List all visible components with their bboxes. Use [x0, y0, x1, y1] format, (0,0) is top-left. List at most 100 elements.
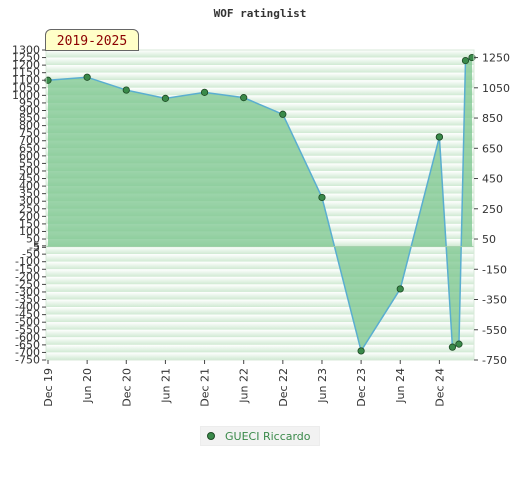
grid-band — [46, 344, 474, 353]
data-point — [240, 94, 248, 102]
y-left-tick-label: -300 — [15, 285, 40, 298]
y-left-tick-label: 1150 — [12, 66, 40, 79]
data-point — [83, 73, 91, 81]
y-left-tick-label: 1300 — [12, 44, 40, 57]
grid-band — [46, 72, 474, 81]
y-right-tick-label: 450 — [482, 173, 503, 186]
grid-band — [46, 314, 474, 323]
legend-marker-icon — [207, 432, 215, 440]
y-right-tick-label: 50 — [482, 233, 496, 246]
x-tick-label: Dec 23 — [355, 368, 368, 407]
y-left-tick-label: 250 — [19, 202, 40, 215]
data-point — [455, 340, 463, 348]
y-left-tick-label: 1250 — [12, 51, 40, 64]
series-area — [48, 57, 472, 351]
grid-band — [46, 299, 474, 308]
data-point — [396, 285, 404, 293]
x-tick-label: Jun 24 — [394, 368, 407, 404]
grid-band — [46, 322, 474, 330]
data-point — [435, 133, 443, 141]
y-left-tick-label: 550 — [19, 157, 40, 170]
x-tick-label: Dec 21 — [199, 368, 212, 407]
data-point — [200, 88, 209, 96]
grid-band — [46, 254, 474, 262]
y-left-tick-label: 1200 — [12, 59, 40, 72]
period-badge: 2019-2025 — [45, 29, 139, 51]
y-left-tick-label: -50 — [22, 248, 40, 261]
grid-band — [46, 50, 474, 58]
grid-band — [46, 95, 474, 103]
y-left-tick-label: -550 — [15, 323, 40, 336]
y-right-tick-label: -550 — [482, 324, 507, 337]
y-left-tick-label: 1000 — [12, 89, 40, 102]
data-point — [448, 343, 457, 351]
y-left-tick-label: 1050 — [12, 81, 40, 94]
x-tick-label: Dec 20 — [120, 368, 133, 407]
x-tick-label: Dec 24 — [433, 368, 446, 407]
grid-band — [46, 65, 474, 73]
period-badge-label: 2019-2025 — [56, 34, 128, 49]
data-point — [461, 56, 470, 65]
plot-border — [45, 49, 475, 361]
data-point — [161, 94, 170, 102]
y-left-tick-label: -600 — [15, 331, 40, 344]
y-left-tick-label: 5 — [33, 239, 40, 252]
x-tick-label: Jun 20 — [81, 368, 94, 404]
y-left-tick-label: 100 — [19, 225, 40, 238]
grid-band — [46, 80, 474, 88]
x-tick-label: Jun 22 — [238, 368, 251, 404]
data-point — [279, 110, 287, 118]
y-left-tick-label: -5 — [29, 241, 40, 254]
grid-band — [46, 284, 474, 292]
y-right-tick-label: 1050 — [482, 82, 510, 95]
y-left-tick-label: 750 — [19, 127, 40, 140]
y-left-tick-label: 1100 — [12, 74, 40, 87]
grid-band — [46, 246, 474, 255]
y-left-tick-label: 600 — [19, 149, 40, 162]
y-right-tick-label: -350 — [482, 294, 507, 307]
y-left-tick-label: 850 — [19, 112, 40, 125]
y-left-tick-label: -200 — [15, 270, 40, 283]
x-tick-label: Jun 23 — [316, 368, 329, 404]
y-left-tick-label: 800 — [19, 119, 40, 132]
data-point — [122, 86, 130, 94]
grid-band — [46, 352, 474, 360]
y-left-tick-label: 400 — [19, 180, 40, 193]
y-left-tick-label: 50 — [26, 233, 40, 246]
legend[interactable]: GUECI Riccardo — [200, 426, 320, 446]
y-right-tick-label: 850 — [482, 112, 503, 125]
y-left-tick-label: -500 — [15, 316, 40, 329]
y-left-tick-label: -150 — [15, 263, 40, 276]
x-tick-label: Jun 21 — [159, 368, 172, 404]
y-left-tick-label: 300 — [19, 195, 40, 208]
y-right-tick-label: -150 — [482, 263, 507, 276]
y-left-tick-label: -750 — [15, 354, 40, 367]
y-left-tick-label: 350 — [19, 187, 40, 200]
y-left-tick-label: -650 — [15, 338, 40, 351]
chart-title: WOF ratinglist — [214, 7, 307, 20]
grid-band — [46, 307, 474, 315]
x-tick-label: Dec 19 — [42, 368, 55, 407]
y-right-tick-label: 1250 — [482, 52, 510, 65]
data-point — [318, 193, 326, 202]
y-left-tick-label: -700 — [15, 346, 40, 359]
y-left-tick-label: 150 — [19, 217, 40, 230]
y-left-tick-label: -350 — [15, 293, 40, 306]
x-tick-label: Dec 22 — [277, 368, 290, 407]
y-left-tick-label: -400 — [15, 301, 40, 314]
y-left-tick-label: 700 — [19, 134, 40, 147]
y-left-tick-label: 900 — [19, 104, 40, 117]
grid-band — [46, 291, 474, 300]
grid-band — [46, 329, 474, 338]
y-left-tick-label: 650 — [19, 142, 40, 155]
y-left-tick-label: -100 — [15, 255, 40, 268]
y-left-tick-label: 950 — [19, 96, 40, 109]
y-left-tick-label: -450 — [15, 308, 40, 321]
y-left-tick-label: -250 — [15, 278, 40, 291]
y-left-tick-label: 200 — [19, 210, 40, 223]
y-right-tick-label: 650 — [482, 142, 503, 155]
grid-band — [46, 261, 474, 270]
grid-band — [46, 276, 474, 285]
